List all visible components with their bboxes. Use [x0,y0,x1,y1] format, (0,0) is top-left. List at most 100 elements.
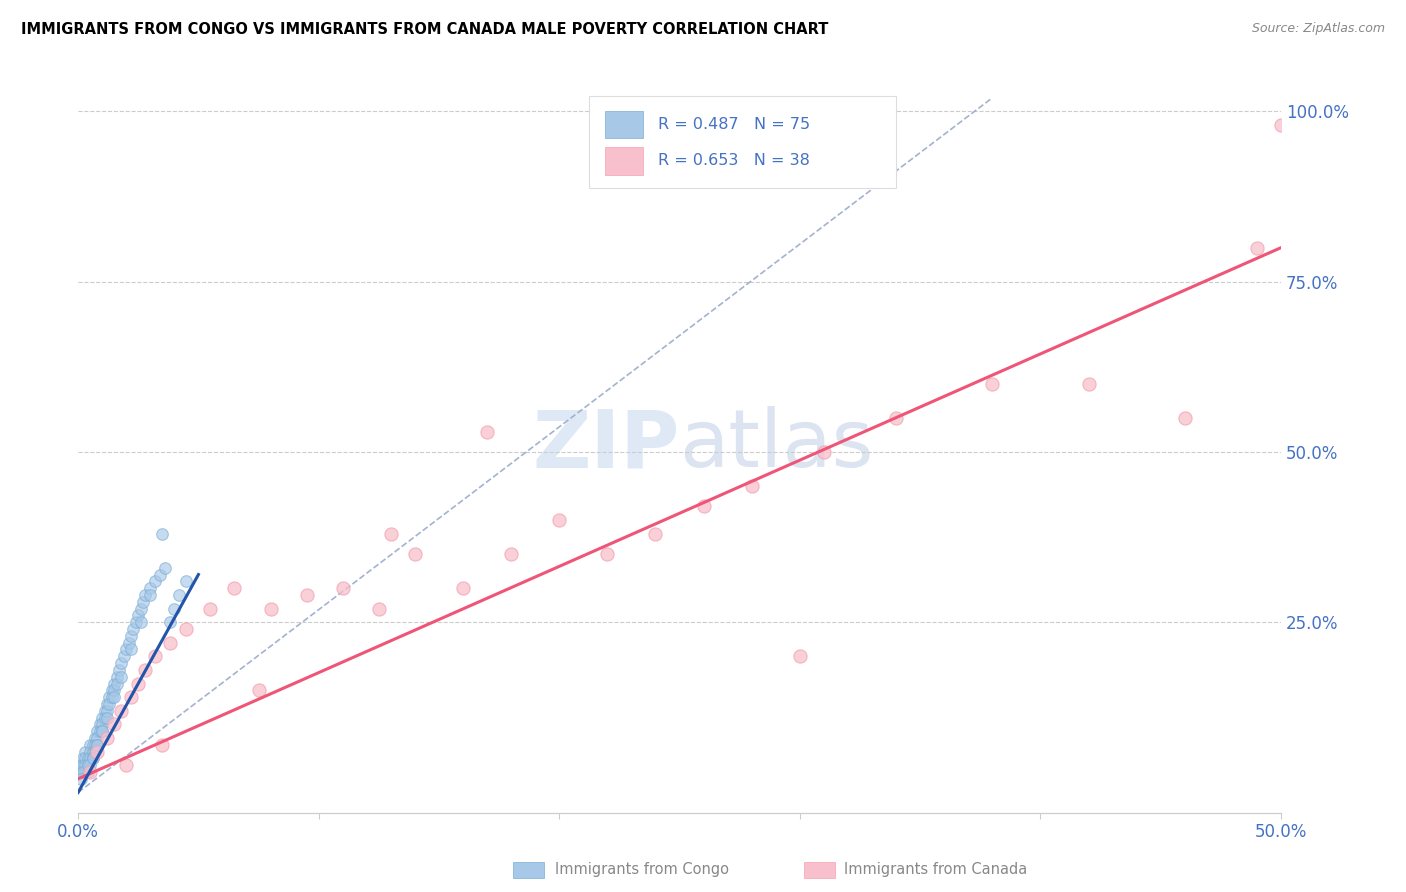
Point [98,690,121,705]
Point [139,581,162,595]
Point [75,745,97,759]
Text: Immigrants from Congo: Immigrants from Congo [555,863,730,877]
Point [93,710,115,724]
Point [76,751,98,765]
Bar [605,146,644,175]
Point [79,751,101,765]
Point [159,635,181,649]
Point [103,683,125,698]
Point [96,731,118,745]
Point [84,738,107,752]
Point [82,745,104,759]
Point [86,738,108,752]
Point [176,574,198,589]
Point [127,608,149,623]
Point [108,663,131,677]
Point [103,717,125,731]
Point [69,758,91,772]
Point [692,500,714,514]
Point [259,601,281,615]
Point [129,615,152,630]
Point [120,690,142,705]
Point [789,649,811,664]
Point [1270,118,1292,132]
Point [332,581,354,595]
Point [741,479,763,493]
Point [91,724,114,739]
Point [475,425,498,439]
Point [143,649,166,664]
Point [813,445,835,459]
Point [115,758,138,772]
Point [75,758,97,772]
Point [72,758,94,772]
Point [86,724,108,739]
Point [117,635,139,649]
Point [103,690,125,705]
Point [884,411,907,425]
Point [76,765,98,780]
Point [82,751,104,765]
Point [69,765,91,780]
Point [110,704,132,718]
Point [105,670,128,684]
Point [120,629,142,643]
Point [134,588,156,602]
Point [89,724,111,739]
Point [91,717,114,731]
Point [79,738,101,752]
Point [86,731,108,745]
Point [122,622,145,636]
Text: Immigrants from Canada: Immigrants from Canada [844,863,1026,877]
Point [103,676,125,690]
Point [110,656,132,670]
Point [91,710,114,724]
Point [247,683,270,698]
Point [1246,241,1268,255]
Point [132,595,155,609]
Point [380,526,402,541]
Point [75,751,97,765]
Bar [605,111,644,138]
Text: IMMIGRANTS FROM CONGO VS IMMIGRANTS FROM CANADA MALE POVERTY CORRELATION CHART: IMMIGRANTS FROM CONGO VS IMMIGRANTS FROM… [21,22,828,37]
Point [139,588,162,602]
Point [96,704,118,718]
Point [96,710,118,724]
Point [91,724,114,739]
Point [404,547,426,561]
Point [76,758,98,772]
Point [129,601,152,615]
Point [93,704,115,718]
Text: atlas: atlas [679,406,875,484]
Point [76,758,98,772]
Point [367,601,389,615]
Point [110,670,132,684]
Point [295,588,318,602]
Point [72,765,94,780]
Point [163,601,186,615]
Point [79,745,101,759]
Point [101,690,124,705]
Point [72,765,94,780]
Point [79,758,101,772]
Point [115,642,138,657]
Point [127,676,149,690]
Point [1077,376,1099,391]
Point [224,581,246,595]
Point [84,731,107,745]
Point [548,513,571,527]
FancyBboxPatch shape [589,95,896,187]
Point [112,649,135,664]
Point [150,526,173,541]
Point [84,745,107,759]
Point [176,622,198,636]
Point [159,615,181,630]
Point [167,588,190,602]
Point [153,560,176,574]
Text: R = 0.653   N = 38: R = 0.653 N = 38 [658,153,810,168]
Point [86,738,108,752]
Point [501,547,523,561]
Point [143,574,166,589]
Point [82,751,104,765]
Point [98,697,121,711]
